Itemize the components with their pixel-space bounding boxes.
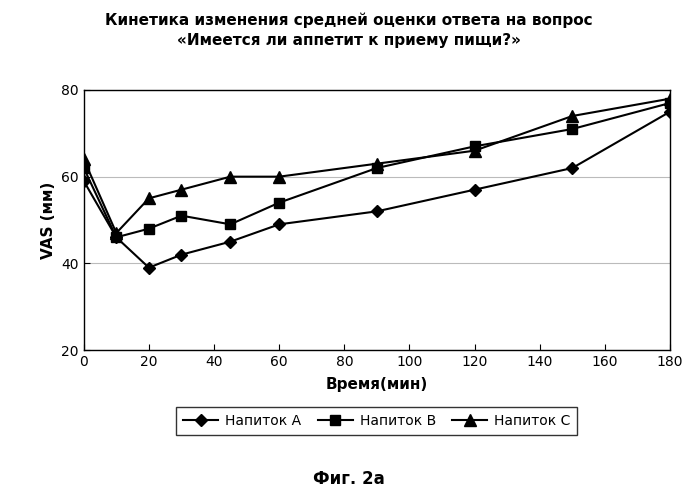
Напиток A [470,186,479,192]
Line: Напиток C: Напиток C [78,93,676,238]
Напиток B [177,212,186,218]
Напиток B [112,234,121,240]
Legend: Напиток A, Напиток B, Напиток C: Напиток A, Напиток B, Напиток C [177,407,577,435]
Text: «Имеется ли аппетит к приему пищи?»: «Имеется ли аппетит к приему пищи?» [177,32,521,48]
Напиток C [275,174,283,180]
Напиток C [666,96,674,102]
Напиток A [112,234,121,240]
Text: Кинетика изменения средней оценки ответа на вопрос: Кинетика изменения средней оценки ответа… [105,12,593,28]
X-axis label: Время(мин): Время(мин) [326,377,428,392]
Напиток C [470,148,479,154]
Напиток B [373,165,381,171]
Напиток A [568,165,577,171]
Напиток B [568,126,577,132]
Напиток B [470,144,479,150]
Напиток A [226,238,235,244]
Напиток A [80,178,88,184]
Напиток A [275,222,283,228]
Напиток A [177,252,186,258]
Y-axis label: VAS (мм): VAS (мм) [40,182,56,258]
Напиток B [226,222,235,228]
Напиток C [226,174,235,180]
Напиток C [177,186,186,192]
Напиток B [80,165,88,171]
Напиток C [568,113,577,119]
Напиток C [112,230,121,236]
Line: Напиток A: Напиток A [80,108,674,272]
Напиток A [144,264,153,270]
Напиток A [373,208,381,214]
Напиток B [144,226,153,232]
Напиток C [144,196,153,202]
Напиток A [666,108,674,114]
Напиток C [80,156,88,162]
Text: Фиг. 2а: Фиг. 2а [313,470,385,488]
Напиток B [666,100,674,106]
Напиток B [275,200,283,205]
Напиток C [373,160,381,166]
Line: Напиток B: Напиток B [79,98,675,242]
